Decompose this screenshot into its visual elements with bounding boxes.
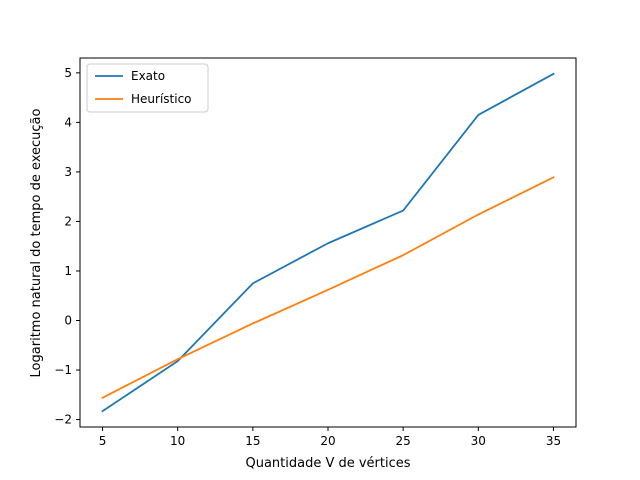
y-tick-label: −2: [54, 413, 72, 427]
x-tick-label: 20: [320, 434, 335, 448]
legend-label-1: Exato: [131, 69, 165, 83]
y-tick-label: 4: [64, 115, 72, 129]
x-tick-label: 35: [546, 434, 561, 448]
legend-label-2: Heurístico: [131, 92, 192, 106]
x-axis-label: Quantidade V de vértices: [245, 456, 410, 471]
legend: Exato Heurístico: [86, 63, 209, 113]
y-tick-label: 5: [64, 66, 72, 80]
x-tick-label: 25: [396, 434, 411, 448]
x-tick-label: 10: [170, 434, 185, 448]
y-tick-label: 2: [64, 214, 72, 228]
x-tick-label: 5: [99, 434, 107, 448]
x-tick-label: 30: [471, 434, 486, 448]
y-tick-label: −1: [54, 363, 72, 377]
y-tick-label: 3: [64, 165, 72, 179]
y-tick-label: 0: [64, 314, 72, 328]
series-line-2: [101, 176, 555, 399]
y-axis-label: Logaritmo natural do tempo de execução: [29, 108, 44, 377]
x-tick-label: 15: [245, 434, 260, 448]
series-line-1: [101, 72, 555, 413]
series-layer: [101, 72, 555, 413]
axes-layer: 5 10 15 20 25 30 35 −2 −1 0 1 2 3 4 5: [54, 57, 577, 448]
y-tick-label: 1: [64, 264, 72, 278]
